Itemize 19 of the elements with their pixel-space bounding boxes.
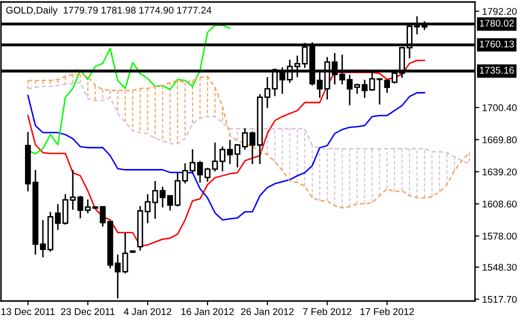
x-tick-label: 23 Dec 2011 [61, 308, 115, 316]
y-tick-label: 1578.00 [482, 232, 517, 240]
y-tick-label: 1517.70 [482, 296, 517, 303]
ref-line-label: 1780.02 [480, 20, 514, 27]
y-tick-label: 1548.30 [482, 264, 517, 271]
x-tick-label: 16 Jan 2012 [181, 308, 234, 316]
y-tick-label: 1639.20 [482, 168, 517, 176]
y-tick-label: 1608.60 [482, 200, 517, 208]
chart-title: GOLD,Daily 1779.79 1781.98 1774.90 1777.24 [6, 6, 212, 16]
ref-line-label: 1760.13 [480, 40, 514, 48]
x-tick-label: 4 Jan 2012 [124, 308, 172, 316]
x-tick-label: 17 Feb 2012 [360, 308, 414, 316]
x-tick-label: 7 Feb 2012 [303, 308, 352, 316]
ref-line-label: 1735.16 [480, 66, 514, 74]
x-tick-label: 26 Jan 2012 [241, 308, 294, 316]
y-tick-label: 1700.40 [482, 104, 517, 112]
x-tick-label: 13 Dec 2011 [1, 308, 55, 316]
y-tick-label: 1669.80 [482, 136, 517, 144]
y-tick-label: 1792.20 [482, 8, 517, 15]
